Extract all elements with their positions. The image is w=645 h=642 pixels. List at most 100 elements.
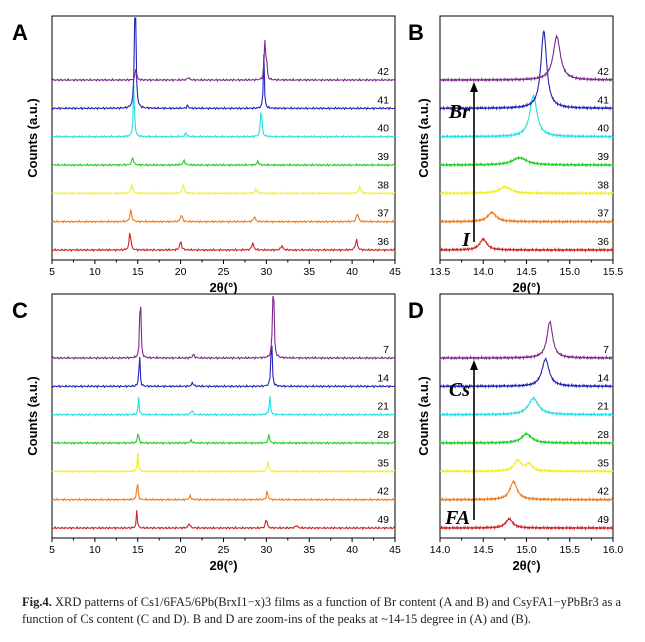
series-line-42 [439, 479, 614, 503]
series-line-28 [439, 431, 614, 446]
x-tick-label: 15.0 [516, 544, 537, 556]
series-line-36 [51, 232, 396, 253]
series-label-41: 41 [377, 94, 389, 106]
x-tick-label: 35 [303, 544, 315, 556]
annotation-bottom: FA [444, 507, 470, 529]
series-label-35: 35 [597, 457, 609, 469]
y-axis-title: Counts (a.u.) [25, 98, 40, 177]
caption-label: Fig.4. [22, 595, 52, 609]
series-label-40: 40 [597, 123, 609, 135]
series-line-35 [439, 458, 614, 475]
x-tick-label: 30 [261, 544, 273, 556]
x-tick-label: 14.0 [473, 266, 494, 278]
series-label-39: 39 [377, 151, 389, 163]
plot-frame [51, 15, 396, 261]
series-line-40 [439, 93, 614, 140]
series-line-21 [51, 395, 396, 417]
series-line-7 [439, 320, 614, 361]
x-tick-label: 30 [261, 266, 273, 278]
caption-text: XRD patterns of Cs1/6FA5/6Pb(BrxI1−x)3 f… [22, 595, 621, 626]
series-line-37 [51, 209, 396, 224]
series-line-14 [51, 345, 396, 389]
series-label-37: 37 [597, 208, 609, 220]
series-label-21: 21 [377, 401, 389, 413]
panel-letter: D [408, 298, 424, 323]
series-label-37: 37 [377, 208, 389, 220]
series-line-36 [439, 237, 614, 253]
plot-frame [439, 293, 614, 539]
series-line-40 [51, 84, 396, 139]
x-axis-title: 2θ(°) [209, 558, 237, 573]
x-tick-label: 13.5 [430, 266, 451, 278]
x-tick-label: 35 [303, 266, 315, 278]
trend-arrow-head [470, 360, 478, 370]
trend-arrow-head [470, 82, 478, 92]
x-tick-label: 40 [346, 266, 358, 278]
series-line-7 [51, 295, 396, 360]
y-axis-title: Counts (a.u.) [25, 376, 40, 455]
series-label-38: 38 [377, 179, 389, 191]
x-tick-label: 20 [175, 544, 187, 556]
series-line-42 [51, 484, 396, 502]
x-axis-title: 2θ(°) [209, 280, 237, 295]
series-label-28: 28 [597, 429, 609, 441]
series-line-38 [51, 183, 396, 196]
x-tick-label: 14.0 [430, 544, 451, 556]
panel-letter: A [12, 20, 28, 45]
panel-a: A 5 10 15 20 25 30 35 40 45 2θ(°) Counts (a.u.) 36 37… [12, 15, 401, 295]
annotation-top: Cs [449, 379, 470, 401]
x-tick-label: 20 [175, 266, 187, 278]
series-label-42: 42 [597, 66, 609, 78]
series-label-42: 42 [377, 66, 389, 78]
series-label-21: 21 [597, 401, 609, 413]
annotation-bottom: I [461, 229, 471, 251]
series-line-49 [439, 516, 614, 531]
x-tick-label: 16.0 [603, 544, 624, 556]
y-axis-title: Counts (a.u.) [416, 98, 431, 177]
series-line-35 [51, 452, 396, 474]
x-tick-label: 15.0 [560, 266, 581, 278]
series-label-49: 49 [377, 514, 389, 526]
series-label-38: 38 [597, 179, 609, 191]
figure-caption: Fig.4. XRD patterns of Cs1/6FA5/6Pb(BrxI… [22, 594, 632, 628]
x-tick-label: 5 [49, 266, 55, 278]
series-label-14: 14 [597, 372, 609, 384]
series-label-39: 39 [597, 151, 609, 163]
panel-b: B 13.5 14.0 14.5 15.0 15.5 2θ(°) Counts (a.u.) 3… [408, 15, 623, 295]
xrd-figure: A 5 10 15 20 25 30 35 40 45 2θ(°) Counts (a.u.) 36 37… [12, 15, 624, 573]
x-tick-label: 15 [132, 544, 144, 556]
series-line-38 [439, 184, 614, 197]
series-label-7: 7 [603, 344, 609, 356]
x-tick-label: 10 [89, 266, 101, 278]
series-label-28: 28 [377, 429, 389, 441]
series-line-42 [439, 34, 614, 83]
series-line-39 [439, 156, 614, 168]
y-axis-title: Counts (a.u.) [416, 376, 431, 455]
series-label-36: 36 [597, 236, 609, 248]
panel-letter: B [408, 20, 424, 45]
series-line-28 [51, 433, 396, 446]
series-label-35: 35 [377, 457, 389, 469]
series-line-39 [51, 156, 396, 168]
series-line-49 [51, 510, 396, 531]
x-tick-label: 45 [389, 266, 401, 278]
series-label-7: 7 [383, 344, 389, 356]
panel-letter: C [12, 298, 28, 323]
panel-c: C 5 10 15 20 25 30 35 40 45 2θ(°) Counts (a.u.) 49 42… [12, 293, 401, 573]
x-tick-label: 25 [218, 544, 230, 556]
x-tick-label: 5 [49, 544, 55, 556]
x-tick-label: 14.5 [473, 544, 494, 556]
x-tick-label: 15.5 [560, 544, 581, 556]
x-tick-label: 45 [389, 544, 401, 556]
x-tick-label: 40 [346, 544, 358, 556]
series-label-36: 36 [377, 236, 389, 248]
plot-frame [51, 293, 396, 539]
series-label-41: 41 [597, 94, 609, 106]
annotation-top: Br [448, 101, 470, 123]
series-label-42: 42 [377, 486, 389, 498]
series-line-14 [439, 357, 614, 389]
series-label-42: 42 [597, 486, 609, 498]
series-line-21 [439, 395, 614, 418]
x-axis-title: 2θ(°) [512, 280, 540, 295]
x-tick-label: 15 [132, 266, 144, 278]
